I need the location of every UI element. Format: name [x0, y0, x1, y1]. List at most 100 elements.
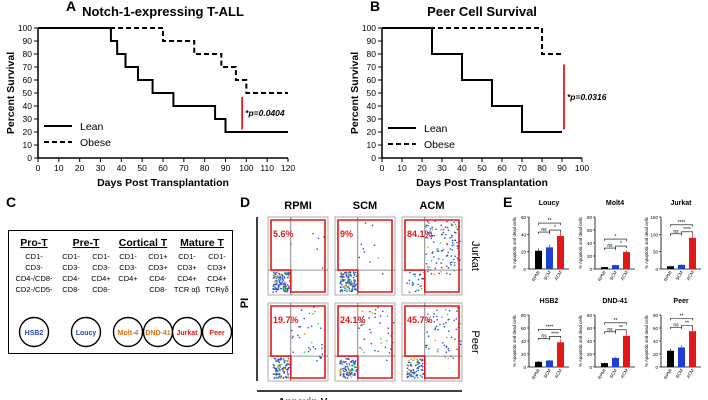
event-dot — [370, 331, 372, 334]
event-dot — [389, 348, 392, 350]
event-dot — [454, 255, 456, 258]
event-dot — [277, 376, 279, 379]
event-dot — [342, 370, 345, 372]
event-dot — [412, 371, 415, 374]
event-dot — [303, 333, 306, 335]
event-dot — [340, 289, 343, 291]
x-tick-label: 40 — [117, 163, 127, 173]
event-dot — [285, 377, 288, 379]
event-dot — [285, 364, 287, 367]
x-tick-label: ACM — [620, 368, 629, 379]
event-dot — [285, 285, 287, 288]
event-dot — [453, 261, 456, 264]
event-dot — [339, 286, 342, 289]
event-dot — [416, 367, 418, 370]
sig-label: ns — [607, 243, 613, 249]
event-dot — [421, 376, 424, 378]
event-dot — [320, 356, 323, 359]
event-dot — [279, 366, 281, 368]
event-dot — [298, 336, 301, 339]
event-dot — [352, 286, 355, 289]
event-dot — [282, 285, 285, 288]
event-dot — [341, 290, 344, 293]
x-tick-label: 80 — [537, 163, 547, 173]
event-dot — [344, 287, 346, 289]
event-dot — [292, 351, 294, 354]
event-dot — [284, 273, 287, 275]
event-dot — [408, 369, 410, 371]
cell-line-label: HSB2 — [25, 330, 44, 337]
event-dot — [351, 284, 354, 287]
stage-title: Cortical T — [119, 237, 168, 249]
cell-line-circle — [18, 316, 50, 348]
event-dot — [348, 283, 351, 285]
event-dot — [455, 226, 458, 228]
event-dot — [348, 363, 351, 365]
marker-text: CD4+ — [91, 274, 111, 283]
y-tick-label: 40 — [521, 232, 527, 237]
x-tick-label: ACM — [686, 270, 695, 281]
event-dot — [454, 239, 457, 242]
x-tick-label: 60 — [158, 163, 168, 173]
event-dot — [433, 321, 436, 323]
event-dot — [455, 318, 458, 320]
event-dot — [350, 360, 352, 363]
event-dot — [416, 377, 419, 379]
event-dot — [279, 283, 282, 286]
event-dot — [451, 234, 453, 237]
event-dot — [352, 374, 354, 376]
event-dot — [275, 373, 277, 376]
event-dot — [299, 325, 302, 328]
event-dot — [277, 288, 279, 291]
sig-label: **** — [546, 324, 554, 330]
event-dot — [427, 232, 430, 234]
event-dot — [425, 262, 428, 265]
event-dot — [456, 310, 458, 312]
event-dot — [350, 283, 353, 285]
event-dot — [412, 359, 414, 362]
event-dot — [361, 310, 364, 312]
event-dot — [387, 327, 390, 329]
event-dot — [435, 325, 438, 328]
event-dot — [443, 237, 446, 239]
event-dot — [352, 369, 355, 372]
event-dot — [437, 250, 440, 252]
event-dot — [364, 222, 367, 224]
event-dot — [343, 367, 345, 370]
event-dot — [414, 273, 416, 276]
event-dot — [310, 341, 313, 344]
y-tick-label: 70 — [367, 62, 377, 72]
event-dot — [419, 358, 422, 361]
event-dot — [429, 266, 431, 268]
bar-acm — [557, 236, 564, 269]
event-dot — [377, 257, 380, 259]
event-dot — [307, 326, 309, 329]
event-dot — [286, 291, 288, 293]
stage-title: Pro-T — [20, 237, 48, 249]
event-dot — [339, 360, 342, 362]
event-dot — [442, 231, 445, 234]
cell-line-label: DND-41 — [145, 330, 170, 337]
y-tick-label: 40 — [587, 241, 593, 246]
event-dot — [350, 290, 353, 292]
event-dot — [321, 347, 323, 350]
event-dot — [283, 361, 286, 364]
bar-rpmi — [601, 363, 608, 367]
y-tick-label: 0 — [589, 365, 592, 370]
panel-letter-c: C — [6, 194, 17, 210]
event-dot — [303, 351, 306, 354]
event-dot — [285, 271, 288, 274]
cell-line-label: Loucy — [76, 330, 97, 337]
event-dot — [276, 280, 278, 282]
marker-text: CD8- — [92, 285, 110, 294]
x-tick-label: 70 — [517, 163, 527, 173]
facs-plot — [267, 216, 329, 296]
event-dot — [343, 284, 346, 287]
event-dot — [449, 237, 451, 239]
event-dot — [286, 276, 289, 279]
stage-title: Pre-T — [73, 237, 100, 249]
marker-text: CD3- — [62, 263, 80, 272]
x-tick-label: 50 — [477, 163, 487, 173]
marker-text: CD3- — [25, 263, 43, 272]
event-dot — [286, 288, 289, 291]
